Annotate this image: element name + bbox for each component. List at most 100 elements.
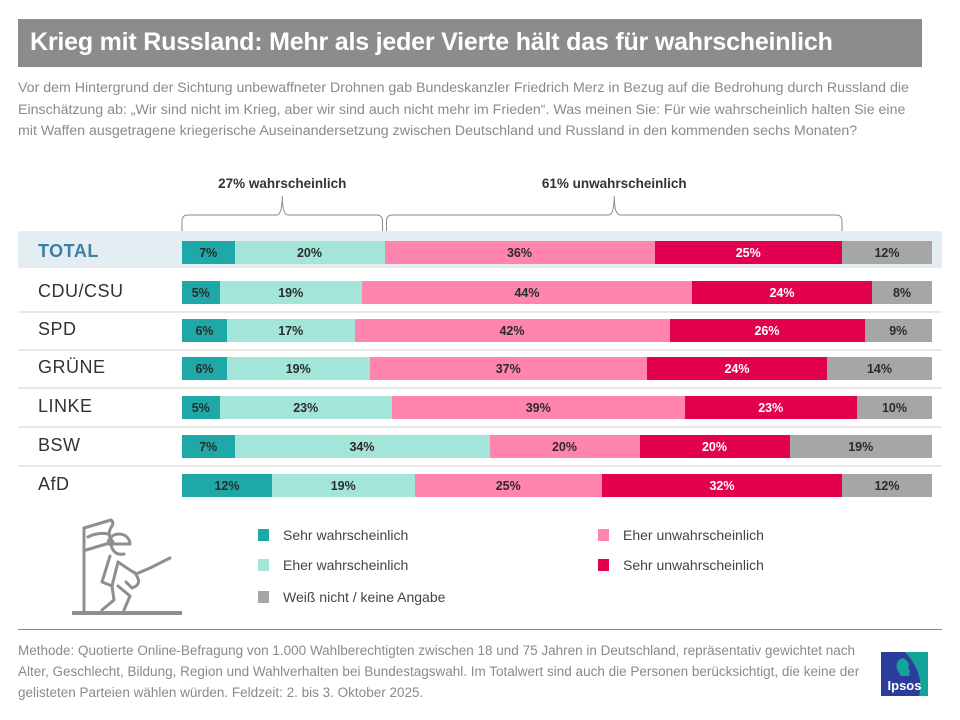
bar-segment-weiß-nicht-keine-angabe: 19% xyxy=(789,435,932,458)
bar-segment-sehr-unwahrscheinlich: 24% xyxy=(647,357,827,380)
bar-segment-sehr-wahrscheinlich: 7% xyxy=(182,241,235,264)
legend-item-sehr-wahrscheinlich: Sehr wahrscheinlich xyxy=(258,527,408,543)
data-label: 5% xyxy=(191,285,210,300)
logo-text: Ipsos xyxy=(888,678,922,693)
data-label: 20% xyxy=(296,245,323,260)
data-label: 39% xyxy=(525,400,551,415)
bar-segment-eher-wahrscheinlich: 19% xyxy=(227,357,370,380)
footer-divider xyxy=(18,629,942,630)
data-label: 6% xyxy=(195,323,214,338)
legend-swatch xyxy=(258,529,269,541)
bar-segment-sehr-unwahrscheinlich: 26% xyxy=(669,319,865,342)
data-label: 5% xyxy=(191,400,210,415)
data-label: 12% xyxy=(874,478,900,493)
data-label: 12% xyxy=(214,478,240,493)
annotation-likely: 27% wahrscheinlich xyxy=(218,176,347,191)
category-label-linke: LINKE xyxy=(38,396,93,416)
bar-segment-sehr-wahrscheinlich: 6% xyxy=(182,319,227,342)
row-separator xyxy=(18,387,942,389)
category-label-grüne: GRÜNE xyxy=(38,357,106,377)
bar-segment-sehr-unwahrscheinlich: 23% xyxy=(684,396,857,419)
bar-segment-sehr-wahrscheinlich: 7% xyxy=(182,435,235,458)
title-bar: Krieg mit Russland: Mehr als jeder Viert… xyxy=(18,19,922,67)
data-label: 23% xyxy=(758,400,784,415)
legend-swatch xyxy=(598,559,609,571)
bar-row-grüne: 6% 19% 37% 24% 14% xyxy=(182,357,932,380)
bar-segment-eher-wahrscheinlich: 34% xyxy=(234,435,490,458)
data-label: 14% xyxy=(866,361,893,376)
bar-segment-sehr-unwahrscheinlich: 24% xyxy=(692,281,872,304)
data-label: 8% xyxy=(892,285,912,300)
data-label: 9% xyxy=(889,323,908,338)
annotation-unlikely: 61% unwahrscheinlich xyxy=(541,176,687,191)
legend-swatch xyxy=(598,529,609,541)
category-label-spd: SPD xyxy=(38,319,77,339)
bar-segment-eher-wahrscheinlich: 23% xyxy=(219,396,392,419)
bar-segment-weiß-nicht-keine-angabe: 10% xyxy=(857,396,932,419)
bar-segment-sehr-unwahrscheinlich: 25% xyxy=(654,241,842,264)
data-label: 7% xyxy=(199,439,218,454)
bracket-likely xyxy=(181,195,383,234)
chart-subtitle: Vor dem Hintergrund der Sichtung unbewaf… xyxy=(18,80,909,139)
bar-segment-sehr-wahrscheinlich: 12% xyxy=(182,474,272,497)
bar-segment-eher-unwahrscheinlich: 44% xyxy=(362,281,692,304)
data-label: 32% xyxy=(709,478,735,493)
row-separator xyxy=(18,465,942,467)
bar-segment-sehr-wahrscheinlich: 6% xyxy=(182,357,227,380)
row-separator xyxy=(18,426,942,428)
bar-row-total: 7% 20% 36% 25% 12% xyxy=(182,241,932,264)
bar-segment-sehr-unwahrscheinlich: 20% xyxy=(639,435,790,458)
data-label: 24% xyxy=(769,285,795,300)
bar-segment-eher-wahrscheinlich: 19% xyxy=(272,474,415,497)
data-label: 20% xyxy=(551,439,578,454)
soldier-with-flag-icon xyxy=(72,518,182,615)
bar-segment-weiß-nicht-keine-angabe: 14% xyxy=(827,357,932,380)
data-label: 24% xyxy=(724,361,750,376)
legend-swatch xyxy=(258,559,269,571)
data-label: 19% xyxy=(330,478,356,493)
legend-label: Weiß nicht / keine Angabe xyxy=(283,589,446,605)
chart-title: Krieg mit Russland: Mehr als jeder Viert… xyxy=(30,28,833,56)
bar-segment-eher-unwahrscheinlich: 37% xyxy=(369,357,647,380)
data-label: 17% xyxy=(278,323,304,338)
data-label: 36% xyxy=(506,245,533,260)
bar-row-cdu-csu: 5% 19% 44% 24% 8% xyxy=(182,281,932,304)
legend-label: Eher wahrscheinlich xyxy=(283,557,409,573)
bar-segment-eher-unwahrscheinlich: 36% xyxy=(384,241,655,264)
bar-segment-eher-unwahrscheinlich: 25% xyxy=(414,474,602,497)
annotation-brackets xyxy=(181,195,843,234)
data-label: 37% xyxy=(495,361,521,376)
bar-row-afd: 12% 19% 25% 32% 12% xyxy=(182,474,932,497)
data-label: 25% xyxy=(495,478,521,493)
legend-swatch xyxy=(258,591,269,603)
bar-segment-weiß-nicht-keine-angabe: 9% xyxy=(864,319,932,342)
legend-item-eher-unwahrscheinlich: Eher unwahrscheinlich xyxy=(598,527,764,543)
bar-row-linke: 5% 23% 39% 23% 10% xyxy=(182,396,932,419)
row-separator xyxy=(18,311,942,313)
bar-segment-weiß-nicht-keine-angabe: 8% xyxy=(872,281,932,304)
bar-segment-eher-unwahrscheinlich: 20% xyxy=(489,435,640,458)
category-label-total: TOTAL xyxy=(38,241,99,261)
bar-segment-weiß-nicht-keine-angabe: 12% xyxy=(842,241,932,264)
category-label-bsw: BSW xyxy=(38,435,81,455)
bar-segment-sehr-wahrscheinlich: 5% xyxy=(182,281,220,304)
bar-segment-eher-unwahrscheinlich: 42% xyxy=(354,319,670,342)
data-label: 42% xyxy=(499,323,525,338)
data-label: 25% xyxy=(735,245,761,260)
legend-label: Sehr wahrscheinlich xyxy=(283,527,409,543)
bar-row-spd: 6% 17% 42% 26% 9% xyxy=(182,319,932,342)
row-separator xyxy=(18,349,942,351)
data-label: 19% xyxy=(848,439,874,454)
data-label: 23% xyxy=(293,400,319,415)
bar-segment-sehr-unwahrscheinlich: 32% xyxy=(602,474,842,497)
data-label: 12% xyxy=(874,245,900,260)
data-label: 10% xyxy=(881,400,908,415)
data-label: 6% xyxy=(195,361,214,376)
ipsos-logo: Ipsos xyxy=(881,652,928,696)
legend-item-eher-wahrscheinlich: Eher wahrscheinlich xyxy=(258,557,408,573)
legend-label: Eher unwahrscheinlich xyxy=(623,527,764,543)
data-label: 20% xyxy=(701,439,728,454)
data-label: 19% xyxy=(285,361,311,376)
data-label: 34% xyxy=(349,439,375,454)
bracket-unlikely xyxy=(386,195,843,234)
